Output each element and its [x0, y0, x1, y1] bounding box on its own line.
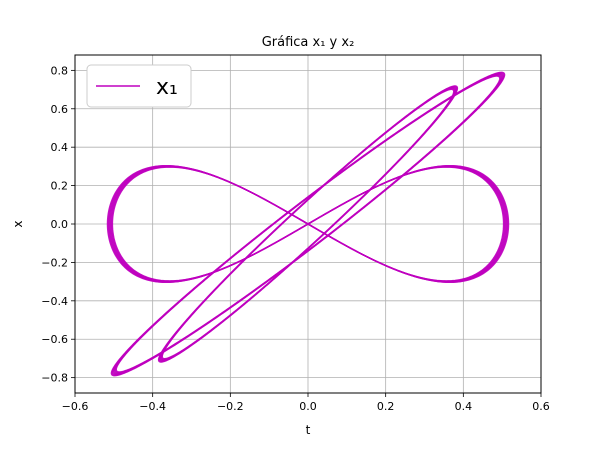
series-line-x1 — [157, 85, 459, 363]
x-tick-label: 0.0 — [299, 400, 317, 413]
y-axis-label: x — [11, 220, 25, 227]
x-tick-label: −0.4 — [139, 400, 166, 413]
y-tick-label: 0.6 — [51, 103, 69, 116]
y-tick-label: 0.0 — [51, 218, 69, 231]
series-line-x1 — [106, 164, 510, 284]
y-tick-label: −0.4 — [41, 295, 68, 308]
x-axis-ticks: −0.6 −0.4 −0.2 0.0 0.2 0.4 0.6 — [62, 393, 550, 413]
y-tick-label: −0.2 — [41, 256, 68, 269]
x-tick-label: 0.4 — [455, 400, 473, 413]
legend-label-x1: x₁ — [156, 75, 178, 100]
x-tick-label: −0.6 — [62, 400, 89, 413]
legend: x₁ — [86, 64, 192, 108]
series-0 — [106, 71, 510, 377]
x-tick-label: −0.2 — [217, 400, 244, 413]
y-tick-label: 0.8 — [51, 64, 69, 77]
x-axis-label: t — [306, 423, 311, 437]
y-tick-label: 0.4 — [51, 141, 69, 154]
x-tick-label: 0.2 — [377, 400, 395, 413]
plot-area — [74, 54, 542, 394]
y-axis-ticks: −0.8 −0.6 −0.4 −0.2 0.0 0.2 0.4 0.6 0.8 — [41, 64, 75, 385]
y-tick-label: −0.8 — [41, 372, 68, 385]
series-layer — [106, 71, 510, 377]
y-tick-label: −0.6 — [41, 333, 68, 346]
series-line-x1 — [110, 71, 506, 377]
chart-title: Gráfica x₁ y x₂ — [262, 35, 355, 50]
y-tick-label: 0.2 — [51, 180, 69, 193]
x-tick-label: 0.6 — [532, 400, 550, 413]
